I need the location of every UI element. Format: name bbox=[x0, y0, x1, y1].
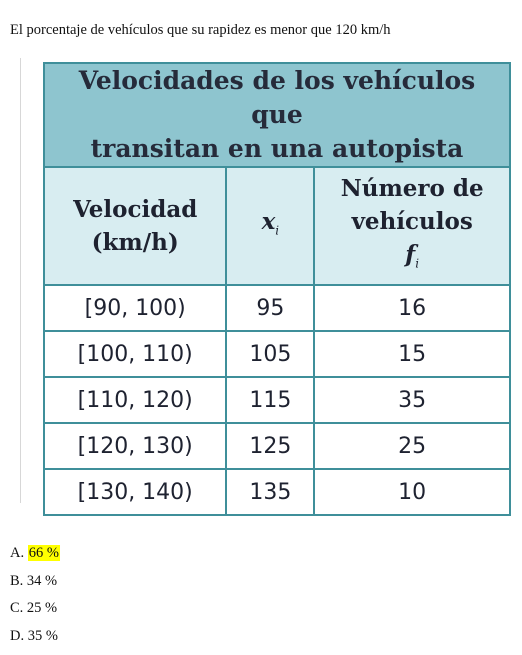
cell-x: 125 bbox=[225, 422, 316, 470]
cell-velocidad: [120, 130) bbox=[42, 422, 228, 470]
margin-rule bbox=[20, 58, 21, 503]
cell-x: 105 bbox=[225, 330, 316, 378]
option-text-highlighted: 66 % bbox=[27, 545, 60, 561]
header-f-variable: f bbox=[405, 240, 416, 268]
table-row: [120, 130) 125 25 bbox=[42, 422, 511, 470]
header-velocidad-line-2: (km/h) bbox=[91, 229, 179, 256]
option-a[interactable]: A. 66 % bbox=[10, 540, 60, 568]
question-text: El porcentaje de vehículos que su rapide… bbox=[10, 22, 391, 38]
cell-velocidad: [90, 100) bbox=[42, 284, 228, 332]
cell-x: 95 bbox=[225, 284, 316, 332]
table-title-row: Velocidades de los vehículos que transit… bbox=[43, 62, 511, 168]
header-numero-line-1: Número de bbox=[340, 174, 484, 202]
option-letter: B. bbox=[10, 572, 24, 589]
cell-f: 25 bbox=[313, 422, 511, 470]
cell-velocidad: [100, 110) bbox=[42, 330, 228, 378]
table-row: [130, 140) 135 10 bbox=[42, 468, 511, 516]
option-letter: C. bbox=[10, 600, 24, 616]
option-text: 35 % bbox=[27, 627, 58, 644]
option-text: 34 % bbox=[26, 572, 58, 589]
table-row: [90, 100) 95 16 bbox=[42, 284, 511, 332]
option-letter: A. bbox=[10, 545, 25, 561]
cell-f: 16 bbox=[313, 284, 511, 332]
header-velocidad: Velocidad (km/h) bbox=[42, 166, 228, 286]
header-velocidad-line-1: Velocidad bbox=[73, 196, 198, 223]
cell-velocidad: [130, 140) bbox=[42, 468, 228, 516]
table-header-row: Velocidad (km/h) xi Número de vehículos … bbox=[42, 166, 511, 286]
header-f-subscript: i bbox=[415, 256, 420, 271]
cell-f: 10 bbox=[313, 468, 511, 516]
cell-velocidad: [110, 120) bbox=[42, 376, 228, 424]
table-title: Velocidades de los vehículos que transit… bbox=[43, 62, 511, 168]
cell-x: 135 bbox=[225, 468, 316, 516]
header-xi: xi bbox=[225, 166, 316, 286]
table-title-line-2: transitan en una autopista bbox=[90, 134, 464, 163]
cell-x: 115 bbox=[225, 376, 316, 424]
option-c[interactable]: C. 25 % bbox=[10, 595, 60, 623]
header-numero-vehiculos: Número de vehículos fi bbox=[313, 166, 511, 286]
table-title-line-1: Velocidades de los vehículos que bbox=[78, 66, 476, 129]
frequency-table: Velocidades de los vehículos que transit… bbox=[42, 62, 511, 516]
header-x-subscript: i bbox=[275, 223, 280, 238]
cell-f: 35 bbox=[313, 376, 511, 424]
header-fi: fi bbox=[315, 238, 509, 281]
header-x-variable: x bbox=[261, 207, 276, 235]
table-row: [100, 110) 105 15 bbox=[42, 330, 511, 378]
frequency-table-container: Velocidades de los vehículos que transit… bbox=[42, 62, 511, 516]
cell-f: 15 bbox=[313, 330, 511, 378]
table-row: [110, 120) 115 35 bbox=[42, 376, 511, 424]
answer-options: A. 66 % B. 34 % C. 25 % D. 35 % bbox=[10, 540, 60, 650]
option-letter: D. bbox=[10, 627, 25, 644]
option-d[interactable]: D. 35 % bbox=[10, 623, 60, 651]
option-text: 25 % bbox=[26, 600, 58, 616]
option-b[interactable]: B. 34 % bbox=[10, 568, 60, 596]
header-numero-line-2: vehículos bbox=[351, 207, 473, 235]
